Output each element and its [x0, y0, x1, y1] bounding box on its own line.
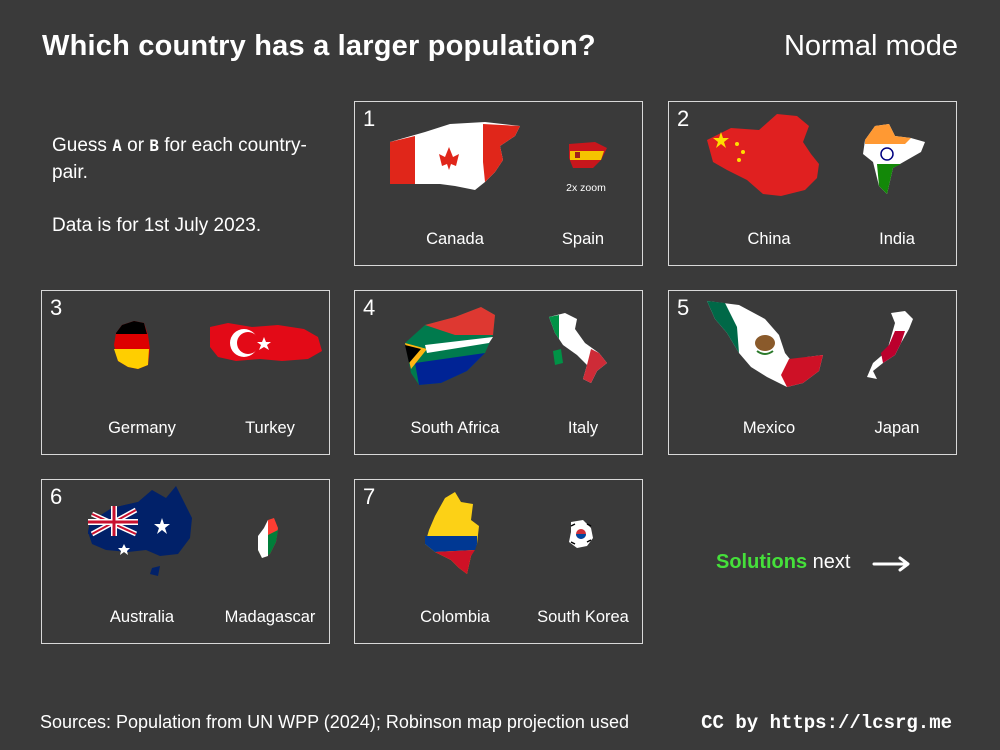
canada-flag-map [390, 122, 520, 190]
right-arrow-icon[interactable] [872, 555, 914, 573]
country-b-label: Italy [567, 419, 599, 437]
country-a-label: Colombia [420, 608, 490, 626]
pair-number: 3 [50, 295, 63, 320]
china-flag-map [707, 114, 819, 196]
flag-maps [390, 122, 607, 190]
option-b-glyph: B [149, 136, 159, 155]
pair-number: 1 [363, 106, 376, 131]
turkey-flag-map [210, 323, 322, 361]
data-note: Data is for 1st July 2023. [52, 215, 262, 236]
flag-maps [405, 307, 607, 385]
country-b-label: Japan [874, 419, 920, 437]
country-b-label: Turkey [245, 419, 295, 437]
pair-card-6[interactable]: 6 Australia Madagascar [41, 479, 330, 644]
country-b-label: Madagascar [224, 608, 316, 626]
country-a-label: Mexico [742, 419, 796, 437]
country-a-label: Australia [109, 608, 175, 626]
country-a-label: South Africa [410, 419, 500, 437]
colombia-flag-map [425, 492, 479, 574]
pair-number: 5 [677, 295, 690, 320]
flag-maps [707, 114, 925, 196]
flag-maps [425, 492, 593, 574]
country-a-label: China [747, 230, 791, 248]
solutions-highlight: Solutions [716, 551, 808, 573]
pair-number: 7 [363, 484, 376, 509]
pair-card-2[interactable]: 2 China India [668, 101, 957, 266]
india-flag-map [863, 124, 925, 194]
germany-flag-map [114, 321, 150, 369]
mexico-flag-map [707, 301, 823, 387]
solutions-next-link[interactable]: Solutions next [716, 551, 850, 574]
australia-flag-map [88, 486, 192, 576]
italy-flag-map [549, 313, 607, 383]
country-a-label: Canada [426, 230, 484, 248]
pair-number: 6 [50, 484, 63, 509]
mode-label: Normal mode [783, 30, 958, 62]
flag-maps [114, 321, 322, 369]
sources-note: Sources: Population from UN WPP (2024); … [40, 712, 629, 732]
pair-card-7[interactable]: 7 Colombia South Korea [354, 479, 643, 644]
pair-card-4[interactable]: 4 South Africa Italy [354, 290, 643, 455]
country-b-label: Spain [561, 230, 605, 248]
flag-maps [88, 486, 278, 576]
pair-card-5[interactable]: 5 Mexico Japan [668, 290, 957, 455]
page-title: Which country has a larger population? [42, 30, 596, 62]
instructions: Guess A or B for each country-pair. Data… [52, 132, 342, 265]
madagascar-flag-map [258, 518, 278, 558]
option-a-glyph: A [112, 136, 122, 155]
guess-instruction: Guess A or B for each country-pair. [52, 135, 307, 183]
south-korea-flag-map [569, 520, 593, 548]
license-link[interactable]: CC by https://lcsrg.me [701, 712, 952, 734]
flag-maps [707, 301, 913, 387]
pair-card-1[interactable]: 1 2x zoom Canada Spain [354, 101, 643, 266]
pair-number: 2 [677, 106, 690, 131]
spain-flag-map [569, 142, 607, 168]
zoom-note: 2x zoom [566, 182, 606, 194]
next-label: next [812, 551, 851, 573]
country-b-label: South Korea [537, 608, 629, 626]
country-a-label: Germany [108, 419, 176, 437]
country-b-label: India [879, 230, 915, 248]
pair-number: 4 [363, 295, 376, 320]
pair-card-3[interactable]: 3 Germany Turkey [41, 290, 330, 455]
japan-flag-map [867, 311, 913, 379]
south-africa-flag-map [405, 307, 495, 385]
